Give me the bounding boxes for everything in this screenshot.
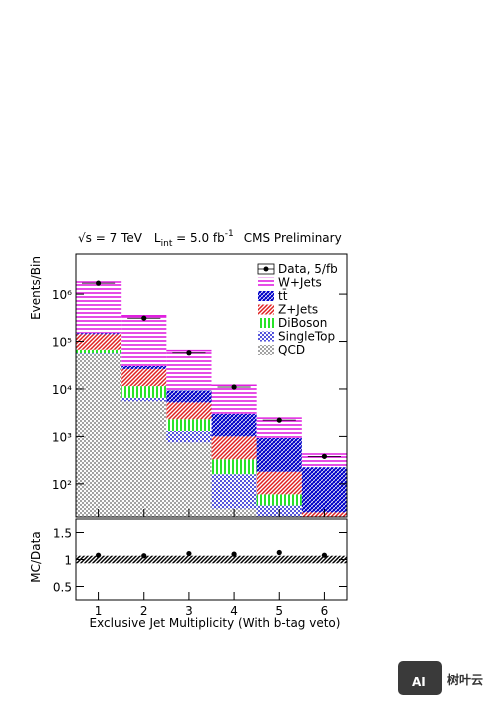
ratio-point xyxy=(231,551,237,557)
y-tick-label: 10⁴ xyxy=(52,383,72,397)
stack-segment xyxy=(76,349,122,354)
title-part: L xyxy=(154,231,161,245)
legend-label: Z+Jets xyxy=(278,303,318,317)
stack-segment xyxy=(211,474,257,509)
stack-segment xyxy=(76,281,122,334)
stack-segment xyxy=(211,385,257,414)
x-tick-label: 5 xyxy=(275,604,283,618)
stack-segment xyxy=(166,419,212,431)
stack-segment xyxy=(256,418,302,438)
ratio-band xyxy=(256,555,302,564)
ratio-point xyxy=(141,553,147,559)
ratio-y-tick-label: 1.5 xyxy=(53,527,72,541)
stack-segment xyxy=(121,401,167,517)
x-tick-label: 6 xyxy=(321,604,329,618)
watermark-text: 树叶云 xyxy=(447,672,483,687)
stack-segment xyxy=(166,430,212,443)
ratio-band xyxy=(211,555,257,564)
ratio-band xyxy=(301,555,347,564)
x-axis-label: Exclusive Jet Multiplicity (With b-tag v… xyxy=(90,616,341,630)
title-part: -1 xyxy=(225,229,234,239)
stack-segment xyxy=(121,397,167,402)
legend-label: W+Jets xyxy=(278,276,322,290)
stack-segment xyxy=(76,353,122,354)
legend-swatch xyxy=(258,277,274,288)
ratio-band xyxy=(76,555,122,564)
ratio-point xyxy=(95,552,102,558)
y-tick-label: 10³ xyxy=(52,430,72,444)
stack-segment xyxy=(76,334,122,350)
logo-box xyxy=(398,661,442,695)
title-part: √s = 7 TeV xyxy=(78,231,143,245)
legend-swatch xyxy=(258,318,274,328)
ratio-area xyxy=(76,549,347,564)
stack-segment xyxy=(76,353,122,517)
stack-segment xyxy=(256,437,302,472)
stack-segment xyxy=(256,471,302,495)
stack-segment xyxy=(166,390,212,403)
stack-segment xyxy=(121,368,167,387)
stack-segment xyxy=(301,467,347,513)
legend-label: Data, 5/fb xyxy=(278,262,338,276)
x-tick-label: 2 xyxy=(140,604,148,618)
stack-segment xyxy=(256,494,302,506)
stack-segment xyxy=(166,442,212,517)
legend-label: tt̄ xyxy=(278,289,288,303)
watermark: AI 树叶云 xyxy=(398,661,483,695)
stack-area xyxy=(76,280,347,531)
stack-segment xyxy=(76,333,122,335)
y-tick-label: 10⁶ xyxy=(52,288,72,302)
ratio-point xyxy=(276,549,282,556)
ratio-point xyxy=(186,550,192,557)
x-tick-label: 3 xyxy=(185,604,193,618)
stack-segment xyxy=(211,413,257,437)
title-part: = 5.0 fb xyxy=(172,231,224,245)
ratio-point xyxy=(321,552,328,558)
legend-swatch xyxy=(258,304,274,315)
stack-segment xyxy=(121,386,167,398)
stack-segment xyxy=(166,402,212,420)
stack-segment xyxy=(211,436,257,460)
stack-segment xyxy=(302,523,347,531)
x-tick-label: 1 xyxy=(95,604,103,618)
ratio-y-tick-label: 1 xyxy=(64,554,72,568)
title-part: int xyxy=(161,239,173,249)
y-tick-label: 10⁵ xyxy=(52,336,72,350)
legend-label: SingleTop xyxy=(278,330,335,344)
stack-segment xyxy=(121,365,167,369)
y-tick-label: 10² xyxy=(52,478,72,492)
y-axis-label: Events/Bin xyxy=(29,256,43,320)
stack-segment xyxy=(166,350,212,391)
legend-swatch xyxy=(258,345,274,355)
chart-title: √s = 7 TeV Lint = 5.0 fb-1 CMS Preliminary xyxy=(78,229,342,249)
x-tick-label: 4 xyxy=(230,604,238,618)
ratio-band xyxy=(166,555,212,564)
title-part: CMS Preliminary xyxy=(244,231,342,245)
legend-swatch xyxy=(258,331,274,342)
stack-segment xyxy=(301,454,347,468)
ratio-band xyxy=(121,555,167,564)
ratio-y-tick-label: 0.5 xyxy=(53,581,72,595)
legend-swatch xyxy=(258,291,274,301)
stack-segment xyxy=(211,459,257,475)
logo-text: AI xyxy=(412,675,426,689)
legend-label: DiBoson xyxy=(278,316,327,330)
stack-segment xyxy=(121,315,167,366)
plot-frame xyxy=(75,253,348,518)
ratio-y-label: MC/Data xyxy=(29,531,43,582)
legend-label: QCD xyxy=(278,343,305,357)
